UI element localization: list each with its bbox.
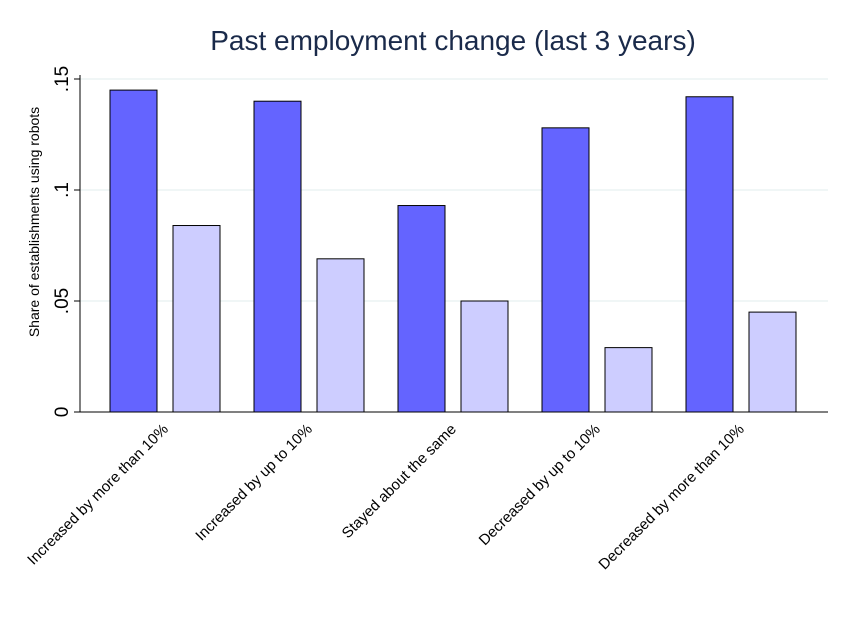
x-tick-label: Decreased by up to 10%: [476, 421, 604, 549]
bars: [109, 89, 797, 413]
x-tick-label: Increased by up to 10%: [192, 421, 315, 544]
bar: [253, 100, 302, 413]
x-tick-label: Increased by more than 10%: [24, 421, 172, 569]
x-tick-label: Stayed about the same: [339, 421, 460, 542]
bar: [604, 347, 653, 413]
bar: [172, 225, 221, 413]
chart-title: Past employment change (last 3 years): [210, 25, 696, 56]
bar: [460, 300, 509, 413]
x-ticks: Increased by more than 10% Increased by u…: [24, 421, 748, 573]
y-tick-label: .05: [52, 288, 73, 314]
bar: [748, 311, 797, 413]
bar: [685, 96, 734, 413]
bar: [109, 89, 158, 413]
y-tick-label: .1: [52, 182, 73, 198]
x-tick-label: Decreased by more than 10%: [595, 421, 747, 573]
y-ticks: 0 .05 .1 .15: [52, 66, 80, 418]
y-axis-label: Share of establishments using robots: [26, 107, 42, 337]
bar: [541, 127, 590, 413]
bar: [397, 205, 446, 413]
axes: [79, 75, 828, 413]
bar: [316, 258, 365, 413]
y-tick-label: .15: [52, 66, 73, 92]
y-tick-label: 0: [52, 407, 73, 418]
